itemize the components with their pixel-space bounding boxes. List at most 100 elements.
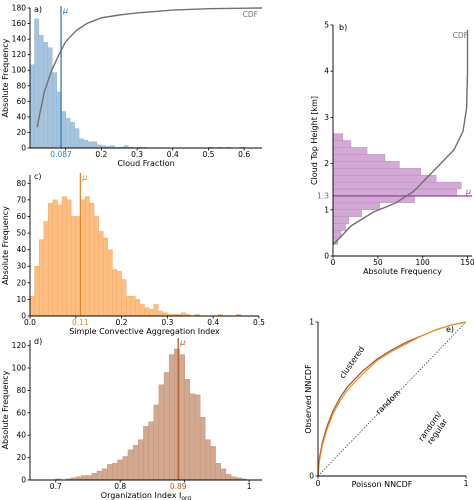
- histogram-bar: [332, 223, 346, 231]
- histogram-bar: [127, 449, 134, 481]
- histogram-bar: [78, 138, 84, 149]
- y-tick-label: 80: [16, 81, 26, 90]
- x-axis-label: Simple Convective Aggregation Index: [69, 327, 220, 336]
- histogram-bar: [139, 304, 145, 317]
- y-tick-label: 20: [16, 453, 26, 462]
- histogram-bar: [91, 473, 98, 481]
- histogram-bar: [81, 475, 87, 481]
- annotation-random-regular: random/regular: [417, 410, 451, 448]
- panel-c: μ 0.11 0.0 0.2 0.3 0.4 0.5 0 10 20 30 40 50 60 70 80 Sim…: [1, 172, 265, 336]
- histogram-bar: [138, 439, 144, 481]
- histogram-bar: [332, 147, 368, 155]
- x-tick-label: 0.3: [161, 318, 173, 327]
- histogram-bar: [121, 279, 127, 317]
- histogram-bar: [148, 309, 154, 317]
- panel-d: μ 0.89 0.7 0.8 1 0 20 40 60 80 100 120 Organization …: [1, 337, 262, 500]
- x-tick-label: 0.7: [50, 482, 62, 491]
- histogram-bar: [112, 269, 118, 317]
- histogram-bar: [75, 216, 81, 317]
- mean-value-label: 0.89: [170, 482, 187, 491]
- y-tick-label: 160: [12, 19, 27, 28]
- mean-mu-label: μ: [179, 338, 185, 347]
- x-tick-label: 0.3: [131, 150, 143, 159]
- histogram-bar: [43, 221, 49, 317]
- x-tick-label: 0.6: [238, 150, 250, 159]
- histogram-bar: [332, 181, 462, 190]
- histogram-bar: [332, 230, 342, 238]
- y-tick-label: 180: [12, 4, 27, 13]
- x-tick-label: 1: [247, 482, 252, 491]
- histogram-bar: [92, 141, 98, 149]
- histogram-bar: [61, 111, 66, 149]
- histogram-bar: [107, 249, 113, 317]
- histogram-bar: [205, 439, 211, 481]
- y-tick-label: 100: [12, 364, 27, 373]
- mean-mu-label: μ: [81, 173, 87, 182]
- reference-diagonal-line: [317, 321, 467, 477]
- histogram-bar: [189, 393, 196, 481]
- y-tick-label: 20: [16, 278, 26, 287]
- mean-mu-label: μ: [62, 6, 68, 15]
- cdf-label: CDF: [453, 31, 468, 40]
- mean-mu-label: μ: [465, 187, 471, 196]
- histogram-bar: [332, 216, 349, 224]
- x-tick-label: 0.2: [116, 318, 128, 327]
- panel-a: CDF μ 0.087 0.2 0.3 0.4 0.5 0.6 0 20 40 60 80 100 120 1…: [1, 4, 263, 168]
- y-tick-label: 1: [309, 318, 314, 327]
- y-tick-label: 60: [16, 97, 26, 106]
- histogram-bar: [153, 304, 159, 317]
- y-tick-label: 60: [16, 408, 26, 417]
- histogram-bar: [112, 463, 118, 481]
- mean-value-label: 0.11: [72, 318, 89, 327]
- x-tick-label: 0: [331, 258, 336, 267]
- histogram-bar: [48, 202, 54, 317]
- x-axis-label: Cloud Fraction: [117, 159, 174, 168]
- y-tick-label: 0: [21, 144, 26, 153]
- histogram-bar: [116, 271, 122, 317]
- histogram-bar: [162, 312, 168, 317]
- histogram-bar: [184, 379, 191, 481]
- y-axis-label: Absolute Frequency: [1, 38, 10, 117]
- cdf-label: CDF: [243, 10, 258, 19]
- y-tick-label: 0: [324, 252, 329, 261]
- histogram-bar: [135, 299, 141, 317]
- x-axis-label: Organization Index Iorg: [101, 491, 192, 500]
- histogram-bar: [132, 445, 139, 481]
- y-tick-label: 120: [12, 341, 27, 350]
- y-tick-label: 60: [16, 212, 26, 221]
- mean-value-label: 1.3: [317, 191, 329, 200]
- x-tick-label: 0.2: [95, 150, 107, 159]
- histogram-bar: [332, 168, 422, 176]
- y-tick-label: 120: [12, 50, 27, 59]
- histogram-bar: [66, 199, 72, 317]
- histogram-bar: [332, 140, 352, 148]
- histogram-bar: [130, 295, 136, 317]
- y-tick-label: 20: [16, 128, 26, 137]
- panel-label: d): [34, 337, 42, 346]
- histogram-bar: [107, 464, 113, 481]
- y-tick-label: 1: [324, 205, 329, 214]
- x-tick-label: 0.5: [202, 150, 214, 159]
- histogram-bar: [38, 35, 44, 149]
- histogram-bar: [89, 202, 95, 317]
- y-axis-label: Observed NNCDF: [304, 364, 313, 434]
- histogram-bar: [71, 216, 77, 317]
- histogram-bar: [87, 141, 93, 149]
- histogram-bar: [93, 216, 99, 317]
- histogram-bar: [86, 475, 93, 481]
- histogram-bar: [158, 384, 165, 481]
- x-axis-label: Absolute Frequency: [363, 267, 442, 276]
- histogram-bar: [332, 133, 344, 141]
- histogram-bar: [332, 161, 400, 169]
- histogram-bar: [148, 421, 154, 481]
- histogram-bar: [332, 188, 457, 197]
- y-tick-label: 50: [16, 229, 26, 238]
- histogram-bar: [57, 204, 63, 317]
- panel-label: a): [34, 5, 42, 14]
- y-tick-label: 0: [21, 312, 26, 321]
- panel-b: CDF μ 1.3 0 50 100 150 0 1 2 3 4 5 Absolute Frequency…: [310, 21, 474, 277]
- y-axis-label: Absolute Frequency: [1, 370, 10, 449]
- histogram-bar: [210, 446, 216, 481]
- histogram-bar: [61, 196, 67, 317]
